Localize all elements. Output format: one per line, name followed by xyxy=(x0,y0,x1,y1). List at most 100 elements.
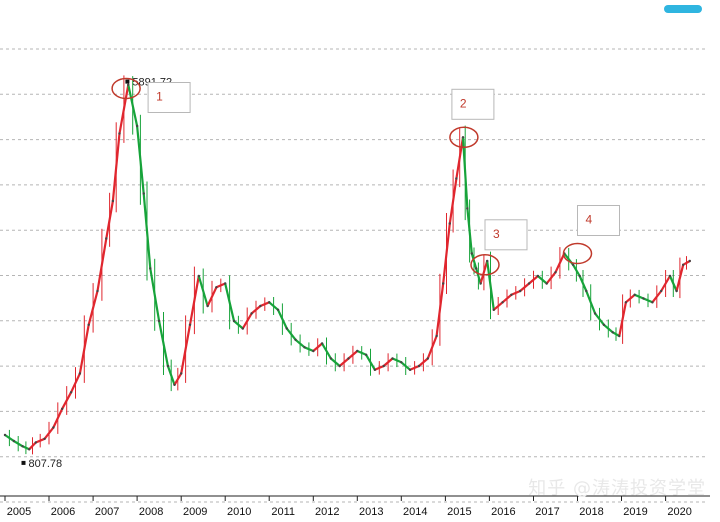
data-point xyxy=(142,192,145,195)
data-point xyxy=(624,301,628,304)
data-point xyxy=(347,357,350,360)
data-point xyxy=(188,323,192,326)
data-point xyxy=(276,308,280,311)
data-point xyxy=(442,282,445,285)
data-point xyxy=(461,136,465,139)
data-point xyxy=(338,364,341,368)
data-point xyxy=(585,289,588,293)
data-point xyxy=(426,357,429,360)
data-point xyxy=(675,289,678,293)
corner-widget xyxy=(664,5,702,13)
data-point xyxy=(571,263,575,266)
data-point xyxy=(224,282,227,285)
data-point xyxy=(479,282,482,285)
data-point xyxy=(448,222,451,225)
data-point xyxy=(554,271,557,274)
data-point xyxy=(492,308,495,311)
data-point xyxy=(78,372,82,375)
data-point xyxy=(268,301,271,304)
highlight-circle xyxy=(470,254,500,276)
data-point xyxy=(312,349,315,353)
data-point xyxy=(668,274,672,278)
data-point xyxy=(510,293,513,296)
data-point xyxy=(466,207,469,210)
data-point xyxy=(382,364,385,368)
data-point xyxy=(250,312,253,315)
x-tick-label: 2007 xyxy=(95,506,119,518)
price-series xyxy=(3,75,691,455)
x-tick-label: 2017 xyxy=(535,506,559,518)
x-tick-label: 2011 xyxy=(271,506,295,518)
data-point xyxy=(651,301,654,304)
x-tick-label: 2012 xyxy=(315,506,339,518)
x-tick-label: 2013 xyxy=(359,506,383,518)
data-point xyxy=(435,334,438,338)
data-point xyxy=(206,304,209,308)
data-point xyxy=(173,383,176,386)
data-point xyxy=(232,319,236,323)
x-tick-label: 2009 xyxy=(183,506,207,518)
data-point xyxy=(642,297,645,300)
data-point xyxy=(241,327,244,330)
data-point xyxy=(486,259,489,263)
data-point xyxy=(127,83,130,87)
data-point xyxy=(180,372,183,375)
x-tick-label: 2008 xyxy=(139,506,163,518)
annotation-label: 3 xyxy=(493,227,500,241)
data-point xyxy=(391,357,394,360)
data-point xyxy=(87,323,90,326)
x-tick-label: 2006 xyxy=(51,506,75,518)
data-point xyxy=(329,357,333,360)
data-point xyxy=(285,327,288,330)
data-point xyxy=(578,274,581,278)
data-point xyxy=(455,177,458,180)
data-point xyxy=(417,364,421,368)
data-point xyxy=(660,289,663,293)
data-point xyxy=(34,441,37,444)
data-point xyxy=(519,289,522,293)
annotation-label: 1 xyxy=(156,90,163,104)
data-point xyxy=(633,293,636,296)
annotation-label: 2 xyxy=(460,96,467,110)
x-tick-label: 2018 xyxy=(579,506,603,518)
annotation-box xyxy=(451,88,495,120)
highlight-circle xyxy=(562,242,593,265)
data-point xyxy=(470,252,473,255)
data-point xyxy=(197,274,200,278)
data-point xyxy=(400,361,403,364)
annotation-box xyxy=(577,205,620,236)
data-point xyxy=(166,364,170,368)
data-point xyxy=(593,312,597,315)
data-point xyxy=(28,448,31,451)
data-point xyxy=(61,407,64,410)
annotation-box xyxy=(484,219,528,251)
data-point xyxy=(52,426,55,429)
data-point xyxy=(611,331,614,334)
data-point xyxy=(157,319,161,323)
x-tick-label: 2010 xyxy=(227,506,251,518)
x-axis: 2005 2006 2007 2008 2009 2010 2011 2012 2013 2014… xyxy=(0,495,710,518)
data-point xyxy=(602,323,606,326)
data-point xyxy=(69,391,73,394)
data-point xyxy=(215,286,218,289)
x-tick-label: 2014 xyxy=(403,506,427,518)
data-point xyxy=(688,259,691,263)
data-point xyxy=(682,263,685,266)
data-point xyxy=(149,267,152,270)
data-point xyxy=(545,282,548,285)
data-point xyxy=(320,342,324,345)
data-point xyxy=(294,338,297,341)
data-point xyxy=(408,368,412,371)
x-tick-label: 2020 xyxy=(667,506,691,518)
data-point xyxy=(43,437,46,440)
data-point xyxy=(364,353,368,356)
annotation-label: 4 xyxy=(586,213,593,227)
horizontal-gridlines xyxy=(0,48,708,503)
x-tick-label: 2016 xyxy=(491,506,515,518)
x-tick-label: 2019 xyxy=(623,506,647,518)
data-point xyxy=(118,132,121,135)
data-point xyxy=(21,445,24,448)
watermark: 知乎 @涛涛投资学堂 xyxy=(528,478,706,499)
